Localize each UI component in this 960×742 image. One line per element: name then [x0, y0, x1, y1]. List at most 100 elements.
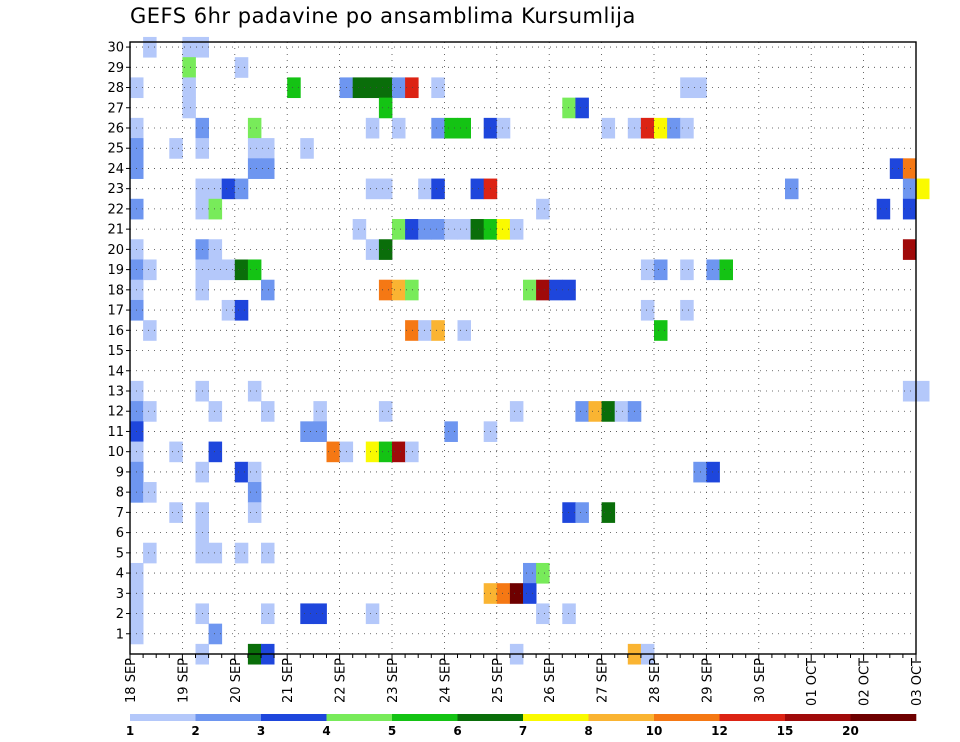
heatmap-cell [575, 502, 589, 523]
heatmap-cell [208, 239, 223, 260]
y-tick-label: 22 [107, 202, 124, 217]
heatmap-cell [247, 259, 262, 281]
heatmap-cell [876, 198, 891, 220]
y-tick-label: 29 [107, 61, 124, 76]
heatmap-cell [523, 583, 537, 604]
heatmap-cell [261, 158, 275, 179]
heatmap-cell [523, 279, 537, 301]
heatmap-cell [313, 421, 327, 442]
heatmap-cell [143, 259, 157, 281]
heatmap-cell [562, 502, 576, 523]
legend-swatch [392, 714, 458, 721]
heatmap-cell [261, 279, 275, 301]
heatmap-cell [169, 502, 183, 523]
x-tick-label: 20 SEP [229, 658, 244, 703]
heatmap-cell [536, 198, 550, 220]
heatmap-cell [549, 279, 563, 301]
cells-layer [130, 36, 930, 665]
heatmap-cell [719, 259, 733, 281]
heatmap-cell [234, 461, 249, 483]
y-tick-label: 15 [107, 344, 124, 359]
heatmap-cell [509, 583, 524, 604]
heatmap-cell [889, 158, 904, 179]
heatmap-cell [405, 219, 419, 240]
x-tick-label: 30 SEP [753, 658, 768, 703]
heatmap-cell [300, 421, 314, 442]
heatmap-cell [392, 441, 406, 463]
heatmap-cell [431, 178, 445, 200]
heatmap-cell [496, 117, 511, 139]
heatmap-cell [614, 401, 629, 422]
heatmap-cell [247, 117, 262, 139]
y-tick-label: 13 [107, 384, 124, 399]
heatmap-cell [365, 77, 380, 99]
heatmap-cell [405, 279, 419, 301]
legend-label: 10 [646, 724, 663, 738]
heatmap-cell [640, 259, 655, 281]
heatmap-cell [378, 401, 393, 422]
heatmap-cell [680, 299, 694, 321]
legend-label: 20 [842, 724, 859, 738]
heatmap-cell [785, 178, 799, 200]
heatmap-cell [365, 239, 380, 260]
y-tick-label: 5 [116, 546, 124, 561]
legend-swatch [457, 714, 524, 721]
heatmap-cell [208, 401, 223, 422]
heatmap-cell [182, 57, 196, 78]
heatmap-cell [562, 97, 576, 119]
heatmap-cell [208, 542, 223, 564]
x-tick-label: 21 SEP [281, 658, 296, 703]
y-tick-label: 3 [116, 587, 124, 602]
heatmap-cell [902, 239, 917, 260]
heatmap-cell [247, 502, 262, 523]
heatmap-cell [182, 77, 196, 99]
heatmap-cell [378, 279, 393, 301]
legend-label: 2 [191, 724, 199, 738]
y-tick-label: 4 [116, 567, 124, 582]
heatmap-cell [208, 198, 223, 220]
heatmap-cell [365, 178, 380, 200]
y-tick-label: 12 [107, 405, 124, 420]
heatmap-cell [640, 299, 655, 321]
legend-label: 15 [777, 724, 794, 738]
y-tick-label: 2 [116, 607, 124, 622]
heatmap-cell [457, 117, 471, 139]
heatmap-cell [431, 219, 445, 240]
heatmap-cell [247, 482, 262, 503]
x-tick-label: 19 SEP [176, 658, 191, 703]
y-tick-label: 8 [116, 486, 124, 501]
heatmap-cell [457, 320, 471, 341]
y-tick-label: 19 [107, 263, 124, 278]
x-tick-label: 25 SEP [491, 658, 506, 703]
heatmap-cell [916, 380, 930, 402]
heatmap-cell [392, 117, 406, 139]
x-tick-label: 01 OCT [805, 658, 820, 706]
y-tick-label: 9 [116, 465, 124, 480]
heatmap-cell [208, 178, 223, 200]
legend-swatch [523, 714, 589, 721]
heatmap-cell [706, 461, 720, 483]
x-tick-label: 02 OCT [858, 658, 873, 706]
heatmap-cell [562, 279, 576, 301]
heatmap-cell [902, 380, 917, 402]
heatmap-cell [261, 542, 275, 564]
heatmap-cell [182, 97, 196, 119]
x-tick-label: 26 SEP [543, 658, 558, 703]
heatmap-cell [523, 562, 537, 584]
x-tick-label: 28 SEP [648, 658, 663, 703]
heatmap-cell [326, 441, 340, 463]
heatmap-cell [902, 178, 917, 200]
chart-title: GEFS 6hr padavine po ansamblima Kursumli… [130, 4, 636, 28]
legend-label: 1 [126, 724, 134, 738]
heatmap-cell [444, 117, 458, 139]
legend-label: 4 [322, 724, 330, 738]
heatmap-cell [234, 259, 249, 281]
heatmap-cell [680, 259, 694, 281]
x-tick-label: 03 OCT [910, 658, 925, 706]
heatmap-cell [169, 138, 183, 159]
y-tick-label: 30 [107, 41, 124, 56]
legend-label: 12 [711, 724, 728, 738]
heatmap-cell [313, 401, 327, 422]
grid-layer [130, 42, 916, 654]
heatmap-cell [640, 117, 655, 139]
